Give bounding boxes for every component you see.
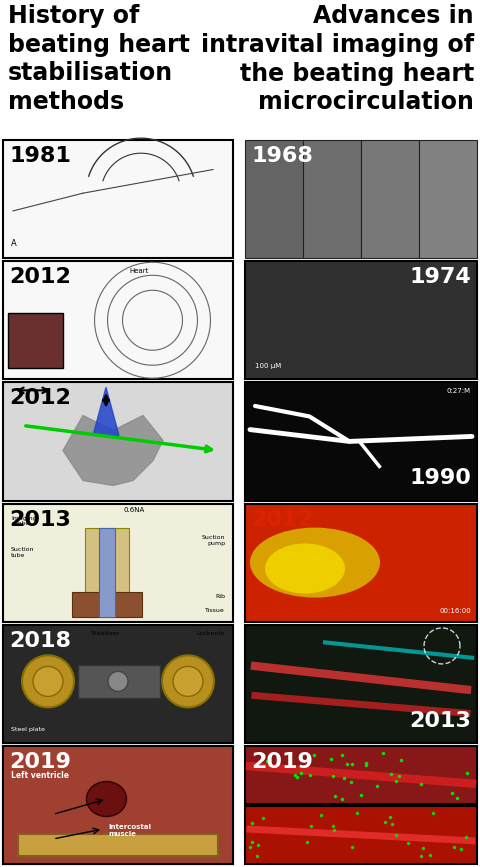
- Bar: [245, 504, 477, 622]
- Text: 0.6NA: 0.6NA: [123, 506, 144, 512]
- Text: 2012: 2012: [251, 510, 313, 530]
- Text: 2013: 2013: [409, 711, 471, 731]
- Ellipse shape: [22, 655, 74, 707]
- Text: Left ventricle: Left ventricle: [11, 771, 69, 779]
- Bar: [245, 806, 477, 864]
- Text: Advances in
intravital imaging of
the beating heart
microcirculation: Advances in intravital imaging of the be…: [201, 4, 474, 114]
- Text: Suction
pump: Suction pump: [202, 535, 225, 546]
- Text: 1981: 1981: [9, 146, 71, 166]
- Text: Rib: Rib: [215, 594, 225, 599]
- Text: 2012: 2012: [9, 267, 71, 287]
- Ellipse shape: [108, 671, 128, 691]
- Ellipse shape: [173, 667, 203, 696]
- Text: 2019: 2019: [251, 752, 313, 772]
- Bar: [245, 261, 477, 380]
- Bar: [8, 312, 63, 368]
- Bar: [84, 528, 129, 616]
- Bar: [3, 504, 233, 622]
- Text: 00:16:00: 00:16:00: [439, 608, 471, 614]
- Ellipse shape: [86, 781, 127, 817]
- Text: 1990: 1990: [409, 468, 471, 488]
- Text: A: A: [11, 239, 17, 248]
- Text: 2019: 2019: [9, 752, 71, 772]
- Bar: [245, 140, 303, 258]
- Text: Intercostal
muscle: Intercostal muscle: [108, 824, 151, 837]
- Text: 1974: 1974: [409, 267, 471, 287]
- Text: 2018: 2018: [9, 630, 71, 650]
- Text: 1968: 1968: [251, 146, 313, 166]
- Ellipse shape: [162, 655, 214, 707]
- Text: Suction
tube: Suction tube: [11, 547, 35, 557]
- Ellipse shape: [33, 667, 63, 696]
- Bar: [3, 746, 233, 864]
- Text: Stabilizer: Stabilizer: [90, 630, 120, 636]
- Bar: [72, 591, 142, 616]
- Ellipse shape: [250, 528, 380, 597]
- Text: 0:27:M: 0:27:M: [447, 388, 471, 394]
- Polygon shape: [93, 388, 119, 435]
- Text: Steel plate: Steel plate: [11, 727, 45, 732]
- Text: 2013: 2013: [9, 510, 71, 530]
- Text: Locknuts: Locknuts: [197, 630, 225, 636]
- Bar: [245, 746, 477, 804]
- Bar: [419, 140, 477, 258]
- Text: Heart: Heart: [130, 268, 149, 274]
- Text: 2012: 2012: [9, 388, 71, 408]
- Bar: [18, 834, 218, 856]
- Bar: [3, 261, 233, 380]
- Bar: [78, 665, 160, 698]
- Bar: [245, 624, 477, 743]
- Bar: [361, 140, 419, 258]
- Bar: [98, 528, 115, 616]
- Bar: [3, 140, 233, 258]
- Bar: [245, 382, 477, 500]
- Text: Imaging
probe: Imaging probe: [11, 516, 36, 526]
- Text: Tissue: Tissue: [205, 608, 225, 613]
- Text: History of
beating heart
stabilisation
methods: History of beating heart stabilisation m…: [8, 4, 190, 114]
- Bar: [3, 746, 233, 864]
- Ellipse shape: [265, 544, 345, 594]
- Bar: [3, 624, 233, 743]
- Bar: [303, 140, 361, 258]
- Polygon shape: [63, 415, 163, 486]
- Bar: [3, 382, 233, 500]
- Text: 100 μM: 100 μM: [255, 363, 281, 369]
